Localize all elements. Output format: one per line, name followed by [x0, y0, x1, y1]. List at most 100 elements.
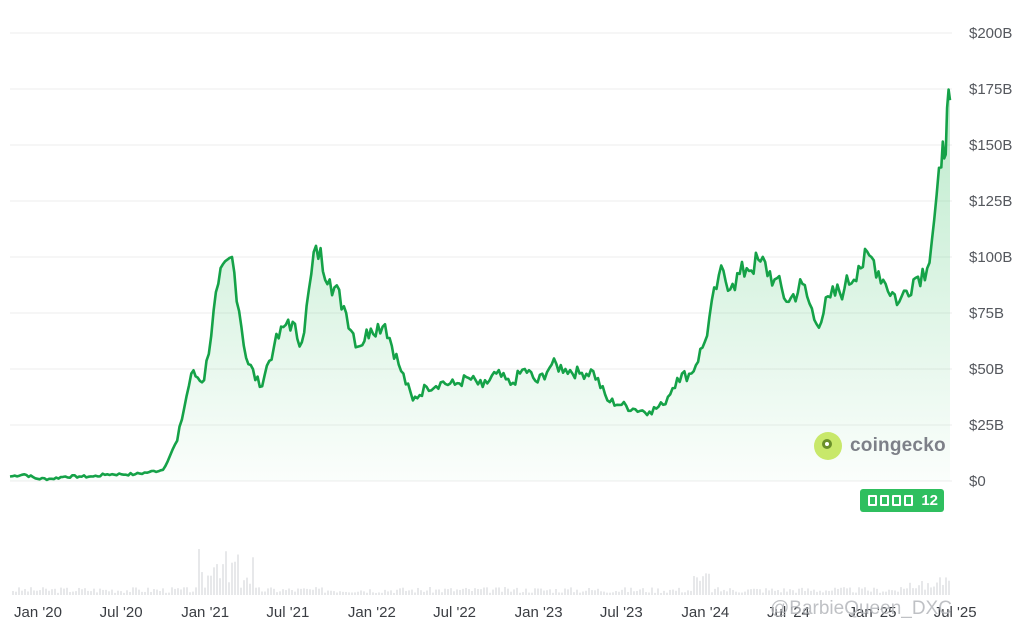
volume-bar: [621, 589, 623, 595]
x-tick-label: Jul '24: [767, 604, 810, 621]
volume-bar: [141, 591, 143, 595]
volume-bar: [615, 591, 617, 595]
volume-bar: [417, 587, 419, 595]
volume-bar: [672, 589, 674, 595]
volume-bar: [705, 573, 707, 595]
volume-bar: [939, 577, 941, 595]
y-axis-ticks: $200B $175B $150B $125B $100B $75B $50B $25B $0: [969, 25, 1012, 490]
volume-bar: [399, 588, 401, 595]
volume-bar: [297, 588, 299, 595]
y-tick-label: $200B: [969, 25, 1012, 42]
volume-bar: [450, 588, 452, 595]
volume-bar: [504, 587, 506, 595]
volume-bar: [105, 589, 107, 595]
volume-bar: [189, 592, 191, 595]
volume-bar: [510, 591, 512, 595]
y-tick-label: $100B: [969, 249, 1012, 266]
volume-bar: [903, 588, 905, 595]
volume-bar: [549, 589, 551, 595]
volume-bar: [402, 587, 404, 595]
y-tick-label: $25B: [969, 417, 1004, 434]
events-badge[interactable]: 12: [860, 489, 944, 512]
volume-bar: [447, 589, 449, 595]
volume-bar: [498, 587, 500, 595]
volume-bar: [936, 582, 938, 595]
volume-bar: [780, 592, 782, 595]
volume-bar: [303, 588, 305, 595]
volume-bar: [681, 592, 683, 595]
volume-bar: [921, 581, 923, 595]
volume-bar: [909, 582, 911, 595]
volume-bar: [384, 589, 386, 595]
volume-bar: [837, 588, 839, 595]
volume-bar: [225, 551, 227, 595]
volume-bar: [63, 588, 65, 595]
volume-bar: [675, 590, 677, 595]
volume-bar: [126, 590, 128, 595]
news-icon: [904, 495, 914, 506]
market-cap-line: [9, 88, 952, 482]
volume-bar: [354, 592, 356, 595]
volume-bar: [117, 590, 119, 595]
volume-bar: [732, 589, 734, 595]
volume-bar: [306, 588, 308, 595]
volume-bar: [888, 589, 890, 595]
volume-bar: [783, 588, 785, 595]
volume-bar: [747, 589, 749, 595]
volume-bar: [168, 592, 170, 595]
volume-bar: [378, 592, 380, 595]
volume-bar: [144, 591, 146, 595]
volume-bar: [162, 588, 164, 595]
volume-bar: [291, 590, 293, 595]
volume-bar: [666, 592, 668, 595]
volume-bar: [522, 592, 524, 595]
volume-bar: [51, 589, 53, 595]
volume-bar: [45, 588, 47, 595]
volume-bar: [273, 588, 275, 595]
volume-bar: [219, 578, 221, 595]
events-count: 12: [921, 492, 938, 509]
volume-bar: [942, 584, 944, 595]
volume-bar: [753, 588, 755, 595]
volume-bar: [111, 589, 113, 595]
volume-bar: [441, 592, 443, 595]
volume-bar: [609, 592, 611, 595]
volume-bar: [237, 554, 239, 595]
volume-bar: [96, 592, 98, 595]
volume-bar: [741, 592, 743, 595]
volume-bar: [438, 589, 440, 595]
volume-bar: [27, 591, 29, 595]
volume-bar: [861, 588, 863, 595]
volume-bar: [588, 587, 590, 595]
volume-bar: [804, 590, 806, 595]
volume-bar: [33, 590, 35, 595]
volume-bar: [135, 587, 137, 595]
volume-bar: [603, 591, 605, 595]
volume-bar: [825, 590, 827, 595]
volume-bar: [645, 592, 647, 595]
volume-bar: [612, 592, 614, 595]
volume-bar: [246, 577, 248, 595]
volume-bar: [657, 588, 659, 595]
news-icon: [880, 495, 890, 506]
volume-bar: [84, 588, 86, 595]
volume-bar: [132, 587, 134, 595]
volume-bar: [78, 587, 80, 595]
volume-bar: [786, 591, 788, 595]
volume-bar: [606, 592, 608, 595]
volume-bar: [756, 588, 758, 595]
volume-bar: [147, 587, 149, 595]
volume-bar: [507, 588, 509, 595]
volume-bar: [513, 589, 515, 595]
volume-bar: [582, 591, 584, 595]
volume-bar: [912, 588, 914, 595]
x-axis-ticks: Jan '20 Jul '20 Jan '21 Jul '21 Jan '22 Jul '…: [14, 604, 977, 621]
volume-bar: [564, 588, 566, 595]
volume-bar: [201, 572, 203, 595]
volume-bar: [870, 591, 872, 595]
volume-bar: [243, 580, 245, 595]
coingecko-watermark: coingecko: [814, 432, 946, 460]
watermark-text: @BarbieQueen_DXC: [770, 598, 952, 619]
volume-bar: [207, 575, 209, 595]
